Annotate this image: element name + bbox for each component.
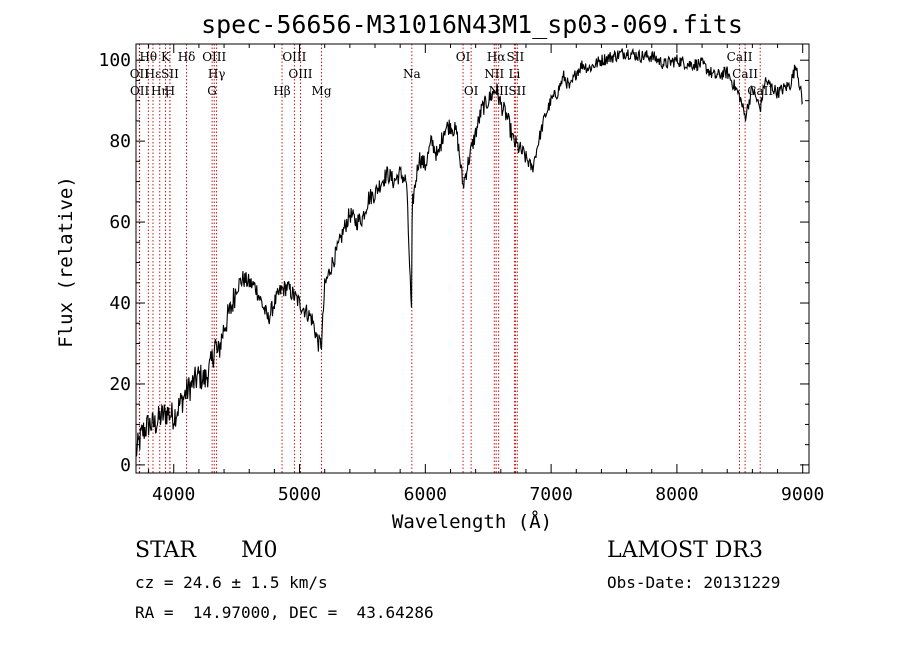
line-marker-label-23: Li xyxy=(508,67,520,81)
line-marker-label-0: Hθ xyxy=(139,50,157,64)
x-tick-label-0: 4000 xyxy=(152,484,195,505)
x-tick-label-2: 6000 xyxy=(404,484,447,505)
x-tick-label-5: 9000 xyxy=(781,484,824,505)
line-marker-label-5: K xyxy=(161,50,171,64)
line-marker-label-2: OII xyxy=(130,84,150,98)
spectrum-line xyxy=(135,47,804,457)
object-class: STAR xyxy=(135,538,196,563)
plot-frame xyxy=(135,43,810,474)
redshift-velocity: cz = 24.6 ± 1.5 km/s xyxy=(135,573,328,592)
chart-title: spec-56656-M31016N43M1_sp03-069.fits xyxy=(201,10,743,39)
line-marker-label-9: OIII xyxy=(202,50,226,64)
y-tick-label-0: 0 xyxy=(120,455,131,476)
coordinates: RA = 14.97000, DEC = 43.64286 xyxy=(135,603,434,622)
x-tick-label-4: 8000 xyxy=(655,484,698,505)
object-subclass: M0 xyxy=(241,538,278,563)
y-tick-label-3: 60 xyxy=(109,212,131,233)
x-tick-label-1: 5000 xyxy=(278,484,321,505)
y-tick-label-4: 80 xyxy=(109,131,131,152)
line-marker-label-10: Hγ xyxy=(208,67,226,81)
line-marker-label-3: Hε xyxy=(145,67,162,81)
line-marker-label-4: Hη xyxy=(151,84,169,98)
line-marker-label-8: Hδ xyxy=(178,50,196,64)
line-marker-label-15: Mg xyxy=(312,84,332,98)
line-marker-label-16: Na xyxy=(403,67,421,81)
y-tick-label-5: 100 xyxy=(98,50,131,71)
line-marker-label-20: NII xyxy=(484,67,504,81)
line-markers xyxy=(138,44,761,473)
y-tick-label-1: 20 xyxy=(109,374,131,395)
line-marker-label-14: OIII xyxy=(288,67,312,81)
line-marker-label-19: Hα xyxy=(487,50,506,64)
line-marker-label-6: SII xyxy=(161,67,179,81)
line-marker-label-7: H xyxy=(165,84,175,98)
line-marker-label-22: SII xyxy=(507,50,525,64)
line-marker-label-18: OI xyxy=(464,84,479,98)
x-tick-label-3: 7000 xyxy=(529,484,572,505)
observation-date: Obs-Date: 20131229 xyxy=(607,573,781,592)
survey-name: LAMOST DR3 xyxy=(607,538,763,563)
y-axis-label: Flux (relative) xyxy=(55,176,77,348)
spectrum-chart: spec-56656-M31016N43M1_sp03-069.fits Hθ O… xyxy=(55,10,824,533)
line-marker-label-1: OII xyxy=(130,67,150,81)
line-marker-label-11: G xyxy=(207,84,217,98)
y-tick-label-2: 40 xyxy=(109,293,131,314)
x-axis-label: Wavelength (Å) xyxy=(392,510,552,533)
axes: 4000 5000 6000 7000 8000 9000 0 20 40 60 80 100 xyxy=(98,44,824,505)
line-marker-label-24: SII xyxy=(508,84,526,98)
line-marker-label-25: CaII xyxy=(727,50,753,64)
line-marker-label-17: OI xyxy=(456,50,471,64)
line-marker-label-12: Hβ xyxy=(273,84,290,98)
line-marker-label-26: CaII xyxy=(732,67,758,81)
line-marker-label-13: OIII xyxy=(282,50,306,64)
